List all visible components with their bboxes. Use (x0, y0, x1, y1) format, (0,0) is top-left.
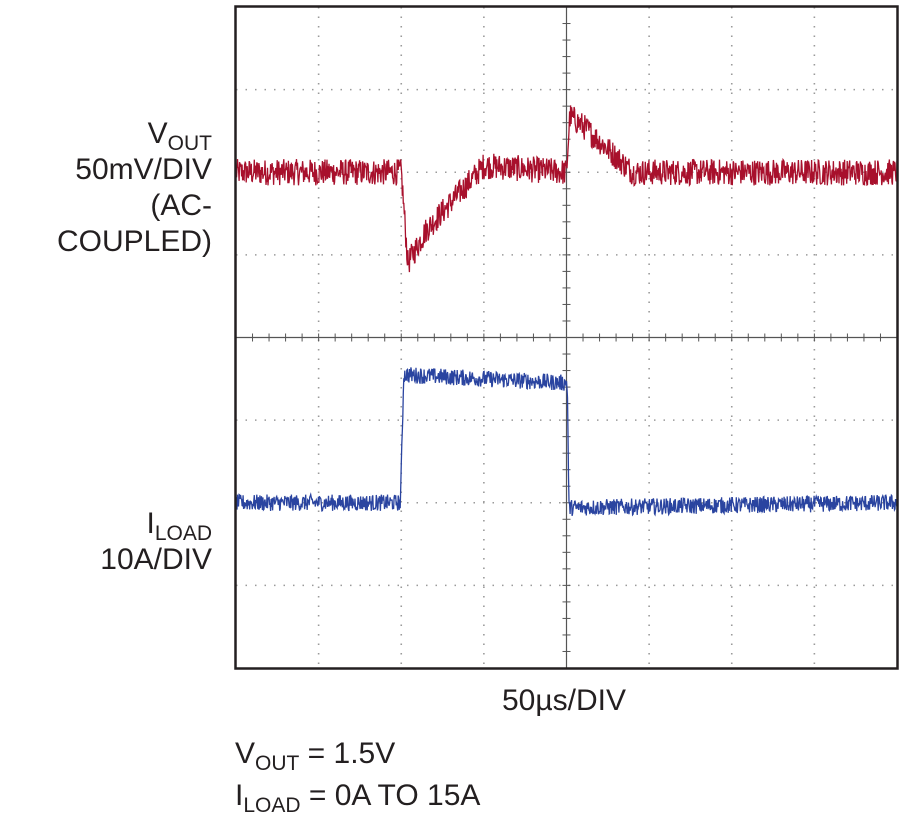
vout-coupling-note: (AC-COUPLED) (56, 189, 212, 258)
graticule-grid (235, 6, 898, 669)
condition-vout-value: = 1.5V (299, 737, 396, 770)
condition-iload-value: = 0A TO 15A (300, 779, 481, 812)
plot-frame (234, 5, 899, 670)
condition-vout-subscript: OUT (255, 752, 300, 775)
iload-trace (235, 367, 898, 517)
iload-scale: 10A/DIV (100, 543, 212, 576)
condition-vout: VOUT = 1.5V (235, 736, 396, 775)
condition-iload: ILOAD = 0A TO 15A (235, 778, 481, 817)
vout-scale: 50mV/DIV (75, 153, 212, 186)
vout-trace (235, 105, 898, 273)
condition-vout-name: V (235, 737, 256, 770)
vout-channel-label: VOUT 50mV/DIV (AC-COUPLED) (0, 116, 212, 260)
iload-name: I (146, 507, 155, 540)
condition-iload-subscript: LOAD (243, 794, 301, 817)
vout-subscript: OUT (167, 132, 212, 155)
condition-iload-name: I (235, 779, 244, 812)
x-axis-scale-label: 50µs/DIV (502, 684, 626, 717)
vout-name: V (147, 117, 168, 150)
iload-subscript: LOAD (154, 522, 212, 545)
iload-channel-label: ILOAD 10A/DIV (100, 506, 212, 578)
